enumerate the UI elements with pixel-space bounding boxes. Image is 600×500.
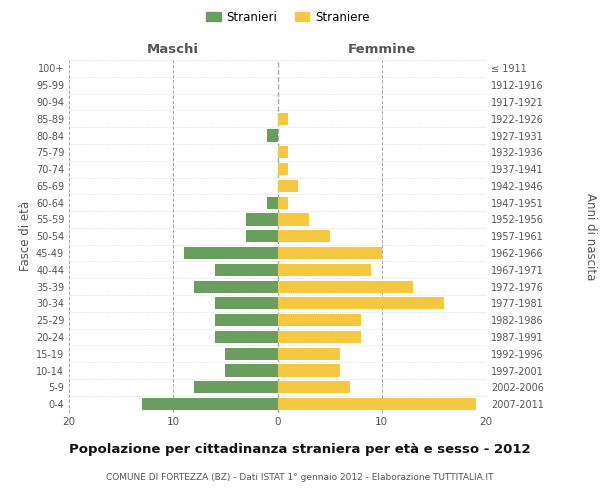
Bar [277, 196, 288, 208]
Bar [277, 230, 329, 242]
Bar [277, 112, 288, 125]
Bar [277, 280, 413, 292]
Text: Femmine: Femmine [347, 44, 416, 57]
Bar [215, 314, 277, 326]
Bar [184, 247, 277, 259]
Bar [267, 196, 277, 208]
Bar [277, 382, 350, 394]
Bar [246, 214, 277, 226]
Bar [277, 247, 382, 259]
Bar [277, 298, 444, 310]
Bar [226, 364, 277, 376]
Y-axis label: Fasce di età: Fasce di età [19, 201, 32, 272]
Bar [194, 382, 277, 394]
Text: COMUNE DI FORTEZZA (BZ) - Dati ISTAT 1° gennaio 2012 - Elaborazione TUTTITALIA.I: COMUNE DI FORTEZZA (BZ) - Dati ISTAT 1° … [106, 472, 494, 482]
Legend: Stranieri, Straniere: Stranieri, Straniere [202, 6, 374, 28]
Bar [277, 364, 340, 376]
Bar [215, 264, 277, 276]
Bar [277, 163, 288, 175]
Bar [277, 348, 340, 360]
Bar [277, 331, 361, 343]
Text: Popolazione per cittadinanza straniera per età e sesso - 2012: Popolazione per cittadinanza straniera p… [69, 442, 531, 456]
Bar [277, 264, 371, 276]
Bar [194, 280, 277, 292]
Y-axis label: Anni di nascita: Anni di nascita [584, 192, 596, 280]
Bar [277, 314, 361, 326]
Bar [277, 398, 476, 410]
Bar [226, 348, 277, 360]
Bar [142, 398, 277, 410]
Bar [215, 298, 277, 310]
Bar [277, 180, 298, 192]
Bar [267, 130, 277, 141]
Bar [246, 230, 277, 242]
Bar [277, 146, 288, 158]
Bar [277, 214, 309, 226]
Text: Maschi: Maschi [147, 44, 199, 57]
Bar [215, 331, 277, 343]
